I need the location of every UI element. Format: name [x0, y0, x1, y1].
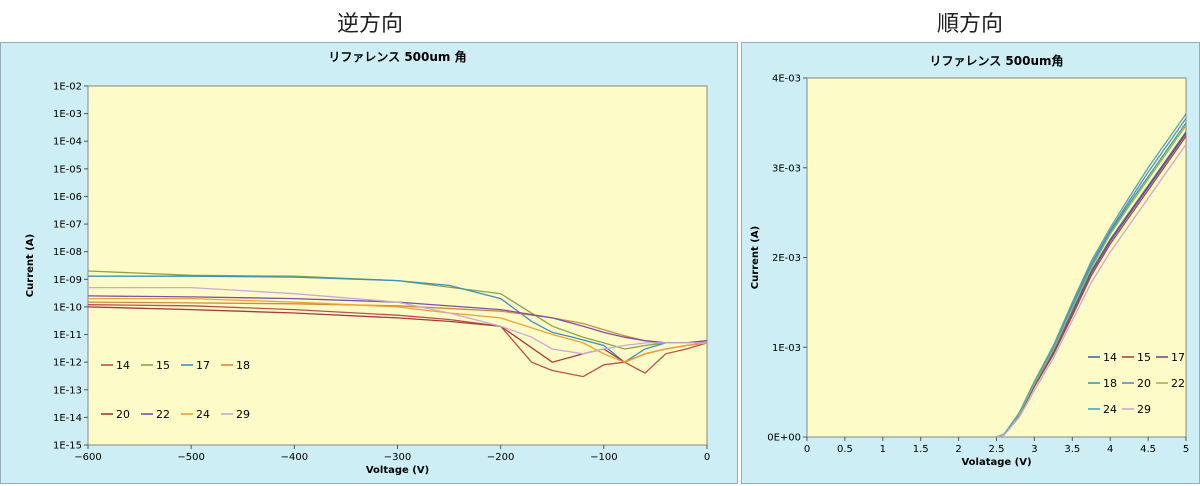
x-tick-label: 0 [804, 444, 810, 455]
x-tick-label: 3 [1031, 444, 1037, 455]
series-line-29 [88, 286, 707, 355]
legend-entry-22: 22 [156, 408, 170, 421]
y-tick-label: 1E-10 [53, 302, 82, 313]
series-line-17 [88, 275, 707, 363]
x-tick-label: 4 [1107, 444, 1113, 455]
legend-entry-22: 22 [1171, 377, 1185, 390]
y-axis-label: Current (A) [750, 226, 761, 289]
legend-entry-24: 24 [196, 408, 210, 421]
legend-entry-14: 14 [1103, 351, 1117, 364]
y-tick-label: 1E-08 [53, 247, 82, 258]
legend-entry-29: 29 [1137, 403, 1151, 416]
left-heading: 逆方向 [336, 12, 403, 37]
forward-chart-panel: リファレンス 500um角 0E+00 1E-03 2E-03 3E-03 4E-03 0 0… [741, 42, 1200, 484]
y-tick-label: 1E-13 [53, 385, 82, 396]
y-tick-label: 1E-02 [53, 82, 82, 93]
series-line-24 [996, 113, 1187, 438]
y-tick-label: 2E-03 [772, 253, 801, 264]
x-tick-label: 1.5 [913, 444, 929, 455]
x-tick-label: 0 [704, 452, 710, 463]
y-tick-label: 4E-03 [772, 74, 801, 85]
legend-entry-17: 17 [196, 359, 210, 372]
y-tick-label: 0E+00 [767, 433, 801, 444]
x-tick-label: 2.5 [989, 444, 1005, 455]
y-tick-label: 1E-03 [53, 109, 82, 120]
x-tick-label: −300 [384, 452, 411, 463]
x-axis-label: Voltage (V) [366, 465, 429, 476]
legend-entry-24: 24 [1103, 403, 1117, 416]
x-tick-label: −100 [590, 452, 617, 463]
forward-chart: リファレンス 500um角 0E+00 1E-03 2E-03 3E-03 4E-03 0 0… [750, 53, 1189, 468]
reverse-chart: リファレンス 500um 角 1E-15 1E-14 1E-13 1E-12 1E-11 1… [25, 49, 710, 476]
legend-entry-29: 29 [236, 408, 250, 421]
y-tick-label: 1E-12 [53, 358, 82, 369]
x-tick-label: 0.5 [837, 444, 853, 455]
x-tick-label: −600 [74, 452, 101, 463]
x-tick-label: 3.5 [1064, 444, 1080, 455]
reverse-chart-panel: リファレンス 500um 角 1E-15 1E-14 1E-13 1E-12 1E-11 1… [0, 42, 738, 484]
y-tick-label: 1E-04 [53, 137, 82, 148]
x-tick-label: −400 [281, 452, 308, 463]
y-tick-label: 1E-14 [53, 413, 82, 424]
legend-entry-20: 20 [1137, 377, 1151, 390]
y-tick-label: 1E-03 [772, 343, 801, 354]
x-axis-label: Volatage (V) [961, 457, 1031, 468]
legend-entry-15: 15 [156, 359, 170, 372]
series-line-14 [87, 304, 708, 378]
legend-entry-18: 18 [1103, 377, 1117, 390]
y-tick-label: 1E-11 [53, 330, 82, 341]
y-tick-label: 1E-06 [53, 192, 82, 203]
legend-entry-20: 20 [116, 408, 130, 421]
x-tick-label: 1 [880, 444, 886, 455]
plot-area [806, 77, 1187, 438]
x-tick-label: 4.5 [1140, 444, 1156, 455]
legend-entry-15: 15 [1137, 351, 1151, 364]
y-tick-label: 1E-07 [53, 220, 82, 231]
series-line-24 [88, 297, 708, 363]
legend-entry-17: 17 [1171, 351, 1185, 364]
right-heading: 順方向 [936, 12, 1003, 37]
legend-entry-14: 14 [116, 359, 130, 372]
legend-entry-18: 18 [236, 359, 250, 372]
x-tick-label: −200 [487, 452, 514, 463]
series-line-22 [996, 125, 1187, 438]
x-tick-label: 2 [955, 444, 961, 455]
x-tick-label: −500 [177, 452, 204, 463]
chart-title: リファレンス 500um角 [929, 53, 1063, 68]
y-tick-label: 1E-15 [53, 441, 82, 452]
y-axis-label: Current (A) [25, 234, 36, 297]
y-tick-label: 1E-05 [53, 164, 82, 175]
series-line-29 [996, 144, 1187, 438]
x-tick-label: 5 [1183, 444, 1189, 455]
plot-area [87, 85, 708, 446]
y-tick-label: 3E-03 [772, 163, 801, 174]
y-tick-label: 1E-09 [53, 275, 82, 286]
chart-title: リファレンス 500um 角 [328, 49, 466, 64]
